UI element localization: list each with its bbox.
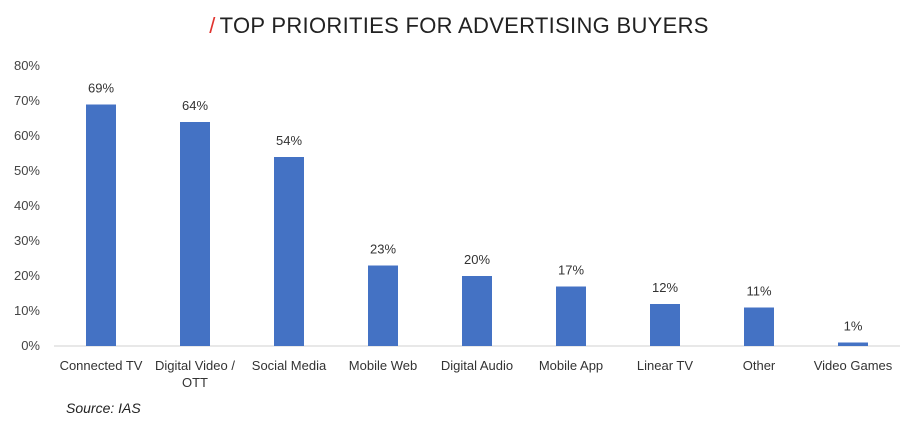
title-slash-accent: /: [209, 13, 216, 38]
y-tick-label: 30%: [14, 233, 40, 248]
bar-2: [180, 122, 210, 346]
chart-title-block: / TOP PRIORITIES FOR ADVERTISING BUYERS: [0, 13, 918, 45]
x-category-label: Digital Audio: [441, 358, 513, 373]
y-tick-label: 70%: [14, 93, 40, 108]
bar-6: [556, 286, 586, 346]
data-label: 12%: [652, 280, 678, 295]
x-category-label: Social Media: [252, 358, 327, 373]
y-tick-label: 0%: [21, 338, 40, 353]
data-label: 11%: [746, 284, 771, 299]
x-category-label: Digital Video /: [155, 358, 235, 373]
data-label: 17%: [558, 263, 584, 278]
y-tick-label: 40%: [14, 198, 40, 213]
bar-5: [462, 276, 492, 346]
data-label: 64%: [182, 98, 208, 113]
chart-title: TOP PRIORITIES FOR ADVERTISING BUYERS: [219, 13, 709, 38]
bar-1: [86, 104, 116, 346]
data-label: 20%: [464, 252, 490, 267]
bar-4: [368, 265, 398, 346]
y-tick-label: 60%: [14, 128, 40, 143]
bar-3: [274, 157, 304, 346]
data-label: 69%: [88, 81, 114, 96]
x-category-label: Mobile App: [539, 358, 603, 373]
bar-7: [650, 304, 680, 346]
bar-8: [744, 307, 774, 346]
x-category-label: Linear TV: [637, 358, 693, 373]
data-label: 54%: [276, 133, 302, 148]
source-note: Source: IAS: [66, 400, 141, 416]
data-label: 23%: [370, 242, 396, 257]
x-category-label: OTT: [182, 375, 208, 390]
y-tick-label: 50%: [14, 163, 40, 178]
y-tick-label: 80%: [14, 58, 40, 73]
x-category-label: Video Games: [814, 358, 893, 373]
x-category-label: Other: [743, 358, 776, 373]
y-tick-label: 20%: [14, 268, 40, 283]
bar-9: [838, 342, 868, 346]
data-label: 1%: [844, 319, 863, 334]
y-tick-label: 10%: [14, 303, 40, 318]
x-category-label: Mobile Web: [349, 358, 417, 373]
x-category-label: Connected TV: [60, 358, 143, 373]
